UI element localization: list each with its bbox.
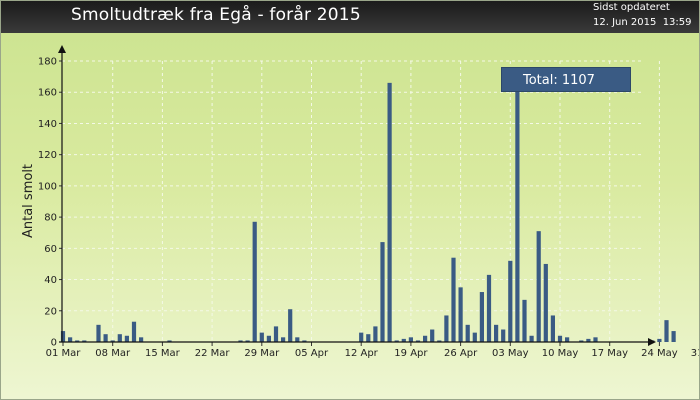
x-tick-label: 19 Apr — [394, 348, 428, 359]
bar — [508, 260, 513, 342]
x-tick-label: 26 Apr — [444, 348, 478, 359]
bar — [266, 335, 271, 342]
x-tick-label: 08 Mar — [95, 348, 131, 359]
y-tick-label: 20 — [44, 306, 57, 317]
bar — [501, 329, 506, 342]
bar — [486, 274, 492, 342]
bar — [515, 81, 520, 342]
bar — [110, 340, 115, 342]
x-tick-label: 31 May — [691, 348, 699, 359]
x-axis-arrow-icon — [648, 338, 656, 346]
bar — [543, 263, 548, 342]
bar — [288, 309, 293, 342]
bar — [593, 337, 598, 342]
bar — [586, 338, 591, 342]
x-tick-label: 15 Mar — [145, 348, 181, 359]
x-tick-label: 17 May — [591, 348, 628, 359]
y-tick-label: 180 — [38, 57, 57, 68]
bar — [415, 340, 421, 342]
last-updated-label: Sidst opdateret — [593, 2, 670, 13]
bar — [273, 326, 279, 342]
bar — [536, 231, 541, 342]
bar — [124, 335, 129, 342]
bar — [664, 320, 669, 342]
bar — [423, 335, 428, 342]
last-updated-date: 12. Jun 2015 13:59 — [593, 17, 692, 28]
bar — [444, 315, 449, 342]
bar — [281, 337, 286, 342]
bar — [671, 331, 676, 342]
x-tick-label: 01 Mar — [46, 348, 82, 359]
total-badge: Total: 1107 — [501, 67, 631, 92]
bar-series — [60, 81, 676, 343]
bar — [550, 315, 555, 342]
bar — [82, 340, 87, 342]
bar — [451, 257, 456, 342]
y-tick-label: 0 — [51, 338, 57, 349]
y-tick-label: 100 — [38, 181, 57, 192]
x-tick-label: 29 Mar — [244, 348, 280, 359]
bar — [465, 324, 470, 342]
bar — [366, 334, 371, 342]
bar — [68, 337, 73, 342]
bar — [380, 242, 385, 342]
bar — [139, 337, 144, 342]
x-tick-label: 05 Apr — [295, 348, 329, 359]
bar — [245, 340, 250, 342]
bar — [472, 332, 477, 342]
bar — [430, 329, 435, 342]
bar — [387, 82, 392, 343]
x-tick-label: 10 May — [542, 348, 579, 359]
bar — [479, 292, 484, 342]
y-axis-label: Antal smolt — [21, 164, 36, 238]
bar — [394, 340, 399, 342]
bar — [657, 338, 662, 342]
bar — [557, 335, 563, 342]
bar — [522, 299, 527, 342]
y-tick-label: 40 — [44, 275, 57, 286]
bar — [96, 324, 101, 342]
x-tick-label: 24 May — [641, 348, 678, 359]
bar — [238, 340, 243, 342]
bar — [103, 334, 108, 342]
header-bar: Smoltudtræk fra Egå - forår 2015 Sidst o… — [1, 1, 699, 33]
y-tick-label: 120 — [38, 150, 57, 161]
bar — [579, 340, 584, 342]
x-tick-label: 12 Apr — [345, 348, 379, 359]
bar — [252, 221, 257, 342]
bar — [75, 340, 80, 342]
bar — [408, 337, 413, 342]
bar — [117, 334, 122, 342]
bar — [529, 335, 534, 342]
y-axis-arrow-icon — [58, 45, 66, 53]
bar — [167, 340, 172, 342]
x-tick-label: 22 Mar — [195, 348, 231, 359]
bar — [259, 332, 264, 342]
y-tick-label: 60 — [44, 244, 57, 255]
bar — [458, 287, 463, 342]
bar — [60, 331, 66, 342]
bar — [131, 321, 137, 342]
chart-title: Smoltudtræk fra Egå - forår 2015 — [71, 5, 361, 25]
bar — [302, 340, 307, 342]
x-tick-labels: 01 Mar 08 Mar 15 Mar 22 Mar 29 Mar 05 Apr 12 A… — [46, 348, 699, 359]
bar — [565, 337, 570, 342]
y-tick-label: 140 — [38, 119, 57, 130]
bar — [373, 326, 378, 342]
y-tick-label: 160 — [38, 88, 57, 99]
y-tick-label: 80 — [44, 213, 57, 224]
axes — [58, 45, 660, 346]
bar — [494, 324, 499, 342]
y-tick-labels: 0 20 40 60 80 100 120 140 160 180 — [38, 57, 57, 349]
bar — [295, 337, 300, 342]
bar — [437, 340, 442, 342]
bar — [401, 338, 406, 342]
x-tick-label: 03 May — [492, 348, 529, 359]
bar — [359, 332, 364, 342]
